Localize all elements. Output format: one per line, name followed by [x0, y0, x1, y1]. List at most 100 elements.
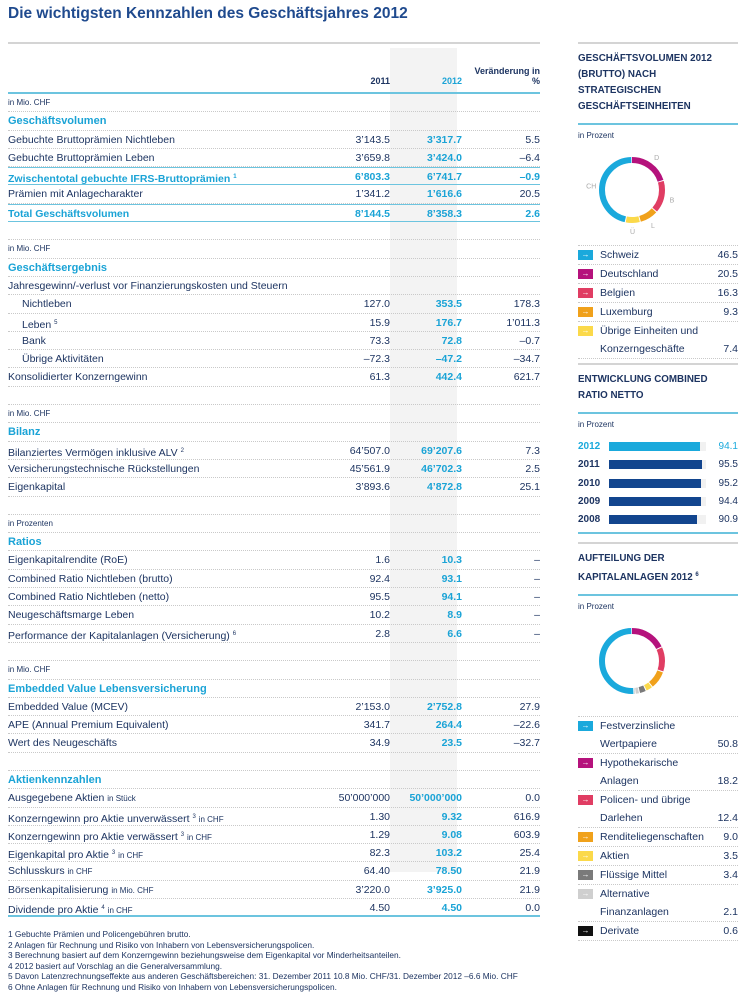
value-change: 21.9 — [519, 883, 540, 896]
value-2012: 103.2 — [435, 847, 462, 860]
row-label: Jahresgewinn/-verlust vor Finanzierungsk… — [8, 277, 288, 295]
invest-title-text: AUFTEILUNG DER KAPITALANLAGEN 2012 — [578, 553, 693, 583]
value-2012: 6.6 — [447, 627, 462, 640]
table-row: Schlusskurs in CHF 64.40 78.50 21.9 — [8, 862, 540, 881]
value-2012: 353.5 — [435, 298, 462, 311]
legend-label: Deutschland — [600, 268, 659, 280]
row-label: Bilanz — [8, 423, 40, 441]
row-label-text: Bilanziertes Vermögen inklusive ALV — [8, 446, 178, 459]
legend-label: Aktien — [600, 850, 630, 862]
table-row: Börsenkapitalisierung in Mio. CHF 3’220.0… — [8, 881, 540, 900]
value-2011: 15.9 — [369, 316, 390, 329]
row-label-text: Schlusskurs — [8, 865, 65, 878]
value-2012: 4.50 — [441, 902, 462, 915]
bar-year: 2011 — [578, 459, 600, 471]
value-2012: 8’358.3 — [426, 207, 462, 220]
value-2012: 2’752.8 — [426, 700, 462, 713]
value-2012: 8.9 — [447, 609, 462, 622]
table-row: Eigenkapital pro Aktie 3 in CHF 82.3 103.2… — [8, 844, 540, 863]
row-label: Konsolidierter Konzerngewinn — [8, 368, 148, 386]
invest-panel: AUFTEILUNG DER KAPITALANLAGEN 2012 6 in … — [578, 542, 738, 941]
legend-label: Schweiz — [600, 249, 640, 261]
volume-title: GESCHÄFTSVOLUMEN 2012 (BRUTTO) NACH STRA… — [578, 42, 738, 125]
value-2012: 69’207.6 — [421, 444, 462, 457]
row-label-text: Bilanz — [8, 426, 41, 439]
ratio-unit: in Prozent — [578, 420, 615, 429]
bar-value: 94.4 — [718, 495, 738, 507]
donut-segment — [599, 157, 665, 223]
row-label: Total Geschäftsvolumen — [8, 205, 129, 223]
table-row: Prämien mit Anlagecharakter 1’341.2 1’616.… — [8, 185, 540, 204]
bar-fill — [609, 515, 698, 525]
row-label-text: Geschäftsvolumen — [8, 115, 107, 128]
legend-label: Belgien — [600, 287, 636, 299]
value-2012: 9.08 — [441, 828, 462, 841]
legend-value: 9.0 — [723, 831, 738, 843]
header-2011: 2011 — [370, 76, 390, 86]
value-change: –34.7 — [513, 353, 540, 366]
row-label: Eigenkapital — [8, 478, 65, 496]
row-label-text: Wert des Neugeschäfts — [8, 737, 117, 750]
table-row: Konsolidierter Konzerngewinn 61.3 442.4 621… — [8, 368, 540, 387]
row-label-text: Eigenkapital — [8, 481, 66, 494]
legend-swatch-arrow-icon: → — [578, 795, 593, 805]
value-2011: 8’144.5 — [354, 207, 390, 220]
value-change: 25.1 — [519, 481, 540, 494]
bar-fill — [609, 460, 702, 470]
footnotes: 1 Gebuchte Prämien und Policengebühren b… — [8, 929, 518, 993]
spacer-row — [8, 753, 540, 771]
legend-item: → Flüssige Mittel 3.4 — [578, 866, 738, 885]
volume-legend: → Schweiz 46.5 → Deutschland 20.5 → Belgien 16.3… — [578, 245, 738, 359]
value-2011: 1.29 — [369, 828, 390, 841]
row-label-text: Nichtleben — [22, 298, 72, 311]
unit-label: in Mio. CHF — [8, 240, 540, 259]
table-row: Bilanziertes Vermögen inklusive ALV 2 64’… — [8, 442, 540, 460]
legend-swatch-arrow-icon: → — [578, 307, 593, 317]
unit-label: in Mio. CHF — [8, 661, 540, 680]
legend-item: → Aktien 3.5 — [578, 847, 738, 866]
value-change: –22.6 — [513, 719, 540, 732]
row-label: Gebuchte Bruttoprämien Leben — [8, 149, 155, 167]
table-row: Versicherungstechnische Rückstellungen 45… — [8, 460, 540, 479]
row-label: Eigenkapitalrendite (RoE) — [8, 551, 128, 569]
table-row: Gebuchte Bruttoprämien Leben 3’659.8 3’424… — [8, 149, 540, 168]
row-label-text: Übrige Aktivitäten — [22, 353, 104, 366]
invest-title: AUFTEILUNG DER KAPITALANLAGEN 2012 6 — [578, 542, 738, 596]
value-2012: 93.1 — [441, 572, 462, 585]
bar-track — [609, 460, 706, 470]
row-label-text: Gebuchte Bruttoprämien Nichtleben — [8, 133, 175, 146]
legend-label: Policen- und übrige Darlehen — [600, 794, 691, 824]
value-change: – — [534, 591, 540, 604]
value-2011: 3’659.8 — [355, 151, 390, 164]
donut-label: D — [654, 155, 659, 162]
value-change: 0.0 — [525, 792, 540, 805]
value-change: 1’011.3 — [506, 316, 540, 329]
legend-item: → Festverzinsliche Wertpapiere 50.8 — [578, 717, 738, 754]
row-label: Prämien mit Anlagecharakter — [8, 185, 143, 203]
value-2011: 3’220.0 — [355, 883, 390, 896]
table-row: Eigenkapitalrendite (RoE) 1.6 10.3 – — [8, 551, 540, 570]
row-label-text: Eigenkapitalrendite (RoE) — [8, 554, 128, 567]
table-row: Performance der Kapitalanlagen (Versiche… — [8, 625, 540, 643]
bar-track — [609, 515, 706, 525]
row-unit: in CHF — [187, 832, 212, 842]
footnote: 5 Davon Latenzrechnungseffekte aus ander… — [8, 971, 518, 982]
table-row: Combined Ratio Nichtleben (netto) 95.5 94.… — [8, 588, 540, 607]
donut-segment — [599, 628, 665, 694]
table-row: Neugeschäftsmarge Leben 10.2 8.9 – — [8, 606, 540, 625]
page-title: Die wichtigsten Kennzahlen des Geschäfts… — [8, 5, 408, 22]
legend-item: → Policen- und übrige Darlehen 12.4 — [578, 791, 738, 828]
legend-swatch-arrow-icon: → — [578, 870, 593, 880]
value-2012: 10.3 — [441, 554, 462, 567]
row-label: Performance der Kapitalanlagen (Versiche… — [8, 625, 236, 645]
value-2012: 264.4 — [435, 719, 462, 732]
value-change: –6.4 — [519, 151, 540, 164]
row-label: Ratios — [8, 533, 42, 551]
value-2011: 45’561.9 — [349, 462, 390, 475]
value-2012: 9.32 — [441, 810, 462, 823]
row-label-text: Zwischentotal gebuchte IFRS-Bruttoprämie… — [8, 173, 231, 186]
bar-track — [609, 496, 706, 506]
value-2011: 64.40 — [363, 865, 390, 878]
ratio-bar-row: 2010 95.2 — [578, 474, 738, 492]
table-header: 2011 2012 Veränderung in % — [8, 44, 540, 94]
